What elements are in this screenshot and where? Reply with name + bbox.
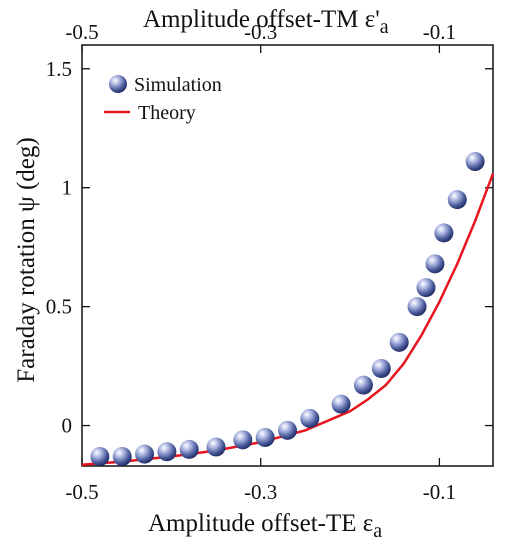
simulation-point bbox=[389, 332, 409, 352]
legend-theory-label: Theory bbox=[138, 102, 196, 124]
x-tick-label: -0.5 bbox=[65, 480, 98, 504]
simulation-point bbox=[206, 437, 226, 457]
simulation-point bbox=[112, 446, 132, 466]
top-axis-ticks: -0.5 -0.3 -0.1 bbox=[65, 20, 456, 53]
legend-simulation-marker bbox=[109, 75, 127, 93]
simulation-point bbox=[447, 190, 467, 210]
x-tick-label: -0.3 bbox=[244, 480, 277, 504]
y-tick-label: 1.5 bbox=[46, 57, 72, 81]
y-tick-label: 1 bbox=[62, 176, 73, 200]
series-layer bbox=[81, 152, 495, 467]
top-tick-label: -0.5 bbox=[65, 20, 98, 44]
simulation-point bbox=[90, 446, 110, 466]
simulation-point bbox=[255, 427, 275, 447]
y-tick-label: 0 bbox=[62, 414, 73, 438]
simulation-point bbox=[331, 394, 351, 414]
y-tick-label: 0.5 bbox=[46, 295, 72, 319]
x-axis-ticks: -0.5 -0.3 -0.1 bbox=[65, 458, 456, 504]
simulation-point bbox=[371, 358, 391, 378]
simulation-point bbox=[425, 254, 445, 274]
x-tick-label: -0.1 bbox=[423, 480, 456, 504]
simulation-point bbox=[353, 375, 373, 395]
simulation-point bbox=[407, 297, 427, 317]
simulation-point bbox=[278, 420, 297, 440]
simulation-point bbox=[157, 442, 177, 462]
simulation-point bbox=[179, 439, 199, 459]
simulation-point bbox=[434, 223, 454, 243]
legend-simulation-label: Simulation bbox=[134, 74, 222, 96]
x-axis-title: Amplitude offset-TE εa bbox=[148, 510, 382, 542]
plot-border bbox=[81, 44, 494, 467]
simulation-point bbox=[135, 444, 155, 464]
legend: Simulation Theory bbox=[104, 74, 222, 124]
y-axis-title: Faraday rotation ψ (deg) bbox=[13, 137, 40, 382]
top-axis-title: Amplitude offset-TM ε'a bbox=[143, 6, 389, 38]
top-tick-label: -0.3 bbox=[244, 20, 277, 44]
simulation-point bbox=[416, 278, 436, 298]
y-axis-ticks: 0 0.5 1 1.5 bbox=[46, 57, 493, 438]
plot-frame bbox=[81, 44, 494, 467]
simulation-point bbox=[233, 430, 253, 450]
simulation-point bbox=[300, 408, 320, 428]
top-tick-label: -0.1 bbox=[423, 20, 456, 44]
simulation-point bbox=[465, 152, 485, 172]
